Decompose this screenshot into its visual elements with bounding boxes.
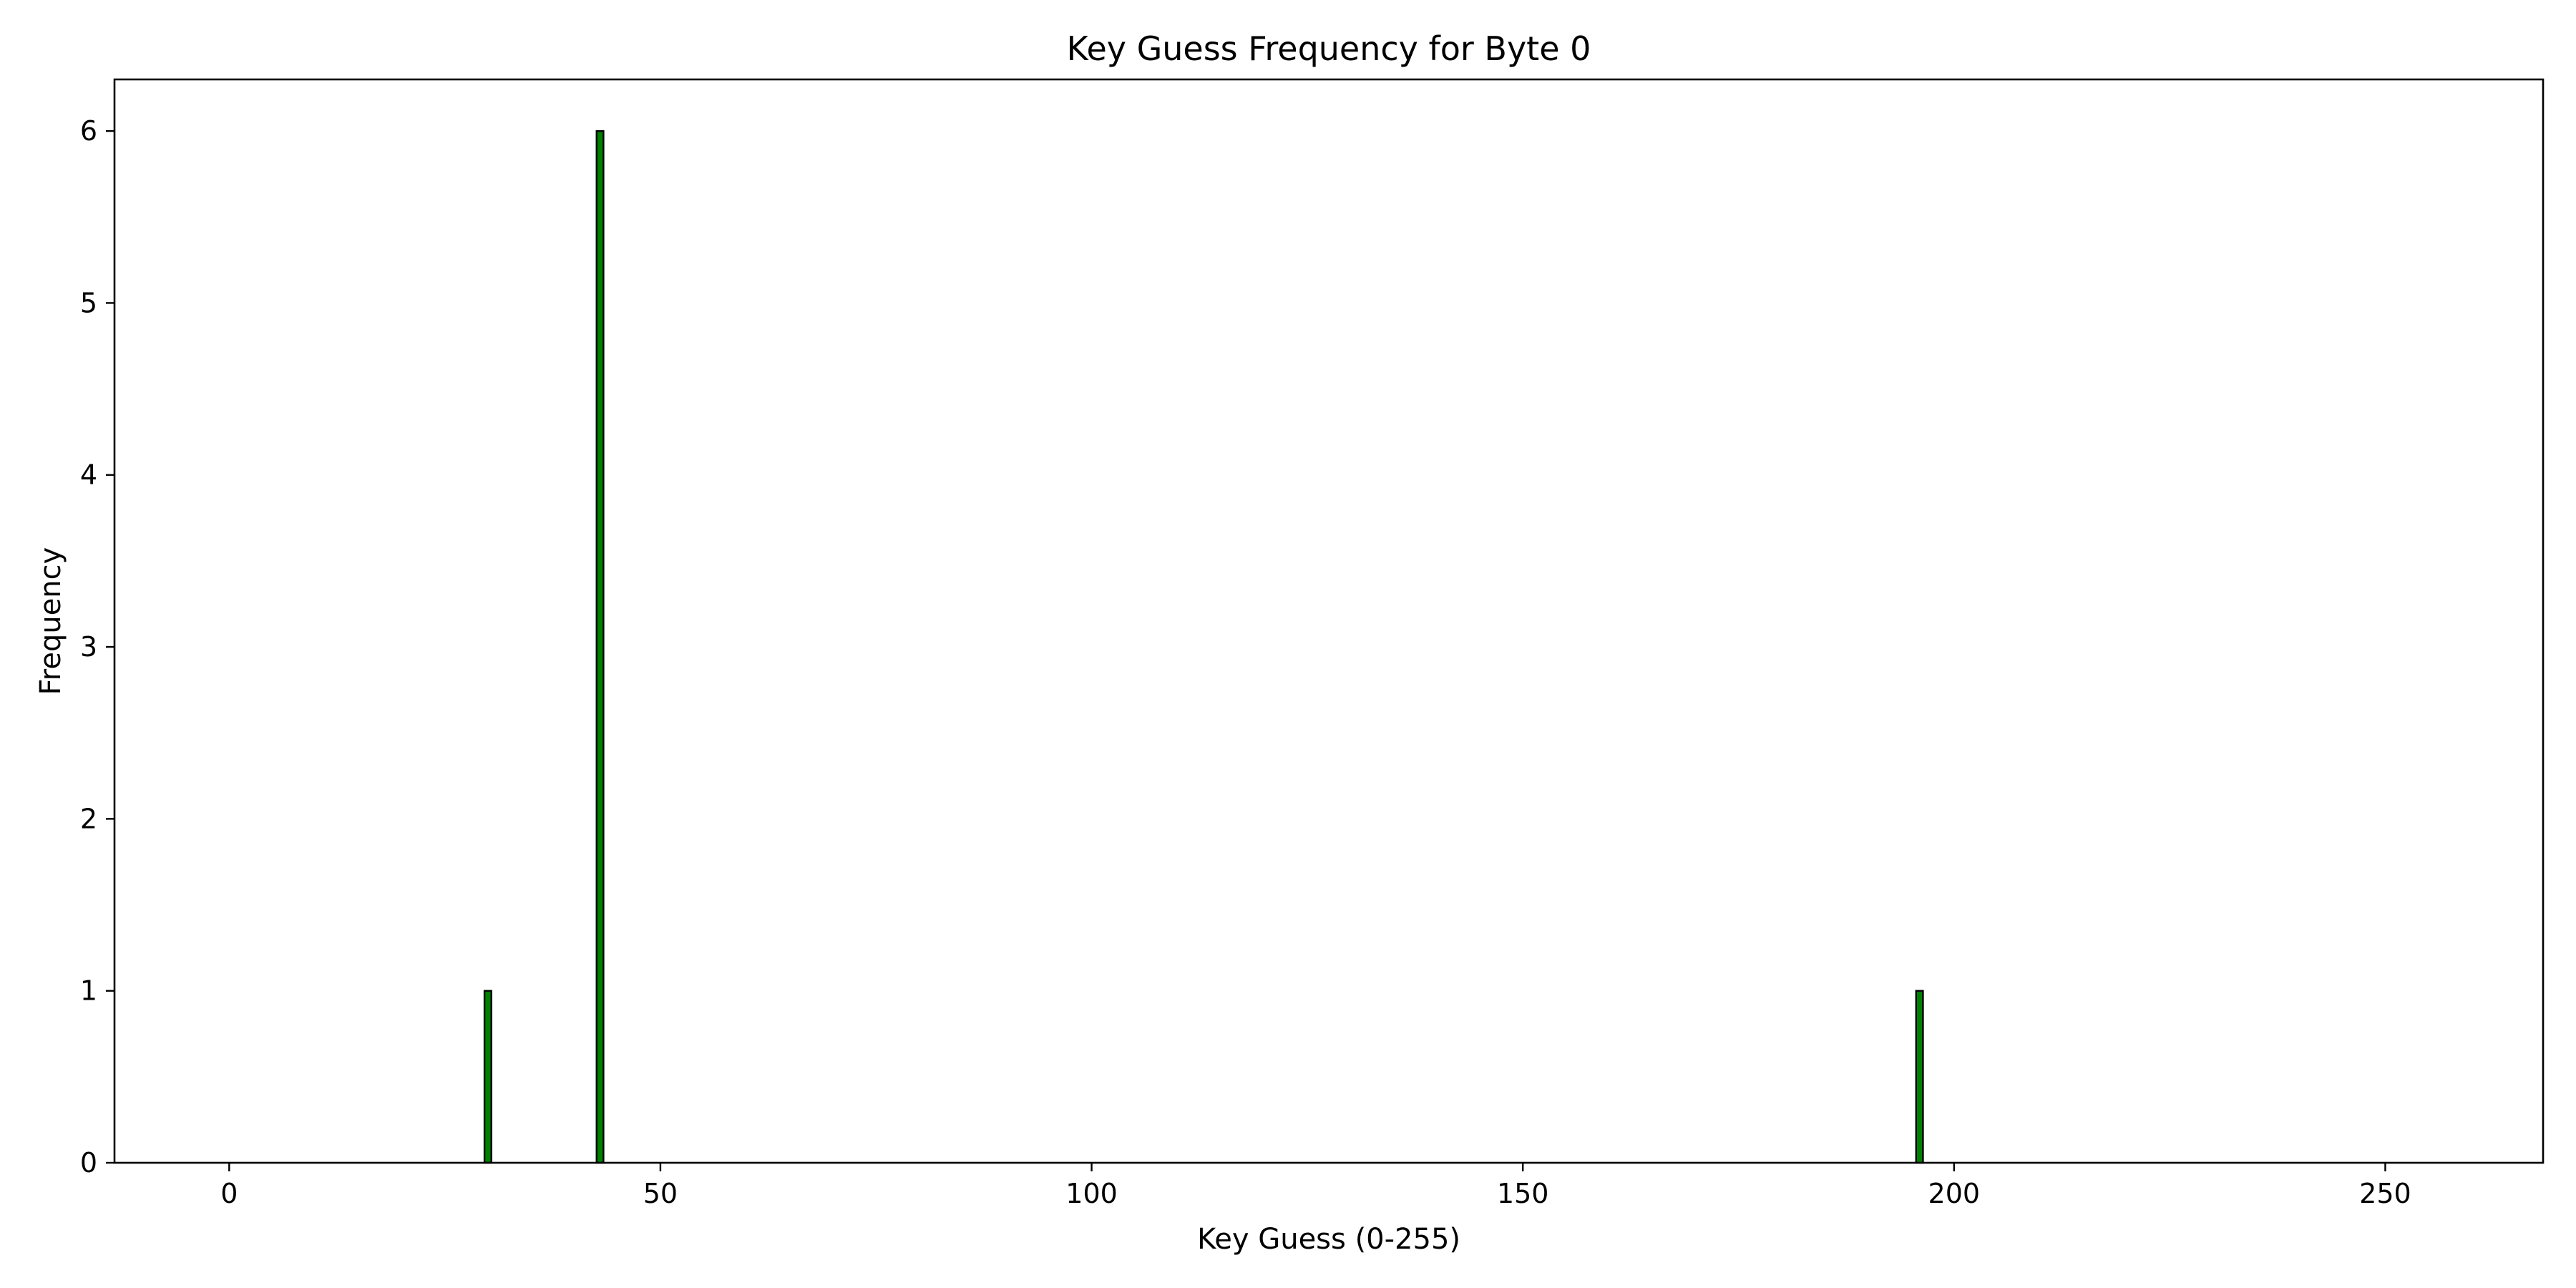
y-tick-label: 3 xyxy=(80,631,97,663)
x-tick-label: 200 xyxy=(1928,1178,1981,1209)
bar-key-196 xyxy=(1915,990,1924,1164)
bar-key-30 xyxy=(483,990,492,1164)
y-tick-label: 4 xyxy=(80,459,97,491)
axes-layer: 0 50 100 150 200 250 0 1 2 3 4 5 6 xyxy=(80,115,2411,1209)
x-tick-label: 50 xyxy=(643,1178,678,1209)
y-tick-label: 6 xyxy=(80,115,97,147)
y-tick-label: 2 xyxy=(80,803,97,834)
y-tick-label: 5 xyxy=(80,287,97,318)
plot-frame xyxy=(113,78,2545,1164)
x-tick-label: 100 xyxy=(1065,1178,1118,1209)
x-axis-label: Key Guess (0-255) xyxy=(1197,1223,1460,1256)
y-tick-label: 1 xyxy=(80,975,97,1007)
bar-key-43 xyxy=(595,130,605,1164)
y-axis-label: Frequency xyxy=(34,547,67,696)
x-tick-label: 150 xyxy=(1497,1178,1549,1209)
x-tick-label: 0 xyxy=(220,1178,238,1209)
y-tick-label: 0 xyxy=(80,1147,97,1179)
chart-title: Key Guess Frequency for Byte 0 xyxy=(1067,29,1591,68)
x-tick-label: 250 xyxy=(2359,1178,2411,1209)
